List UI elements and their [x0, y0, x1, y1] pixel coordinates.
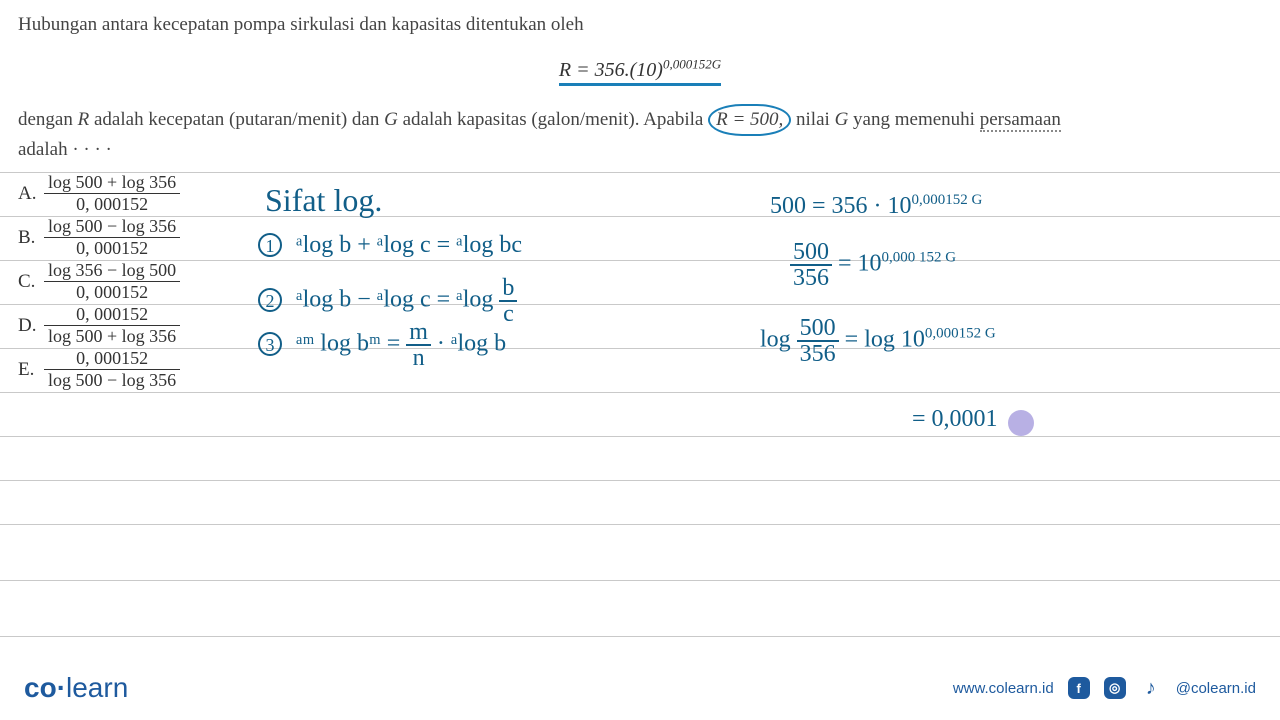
formula-eq: =: [571, 59, 595, 81]
w3-exp: 0,000152 G: [925, 326, 996, 342]
optD-den: log 500 + log 356: [44, 326, 180, 347]
option-label-C: C.: [18, 271, 44, 293]
optC-den: 0, 000152: [44, 282, 180, 303]
main-formula: R = 356.(10)0,000152G: [18, 56, 1262, 82]
w3-eq: = log 10: [839, 327, 925, 353]
q2-b: adalah kecepatan (putaran/menit) dan: [89, 109, 384, 130]
rule3-lhs: ᵃᵐ log bᵐ =: [296, 331, 406, 357]
rule2-text: ᵃlog b − ᵃlog c = ᵃlog: [296, 287, 499, 313]
circled-1-icon: 1: [258, 233, 282, 257]
optA-den: 0, 000152: [44, 194, 180, 215]
hand-rule-2: 2 ᵃlog b − ᵃlog c = ᵃlog bc: [258, 276, 517, 326]
work-line-1: 500 = 356 · 100,000152 G: [770, 192, 982, 220]
brand-logo: co·learn: [24, 672, 128, 704]
w1-lhs: 500: [770, 193, 806, 219]
logo-dot: ·: [57, 672, 66, 703]
option-E[interactable]: E. 0, 000152log 500 − log 356: [18, 349, 1280, 391]
w2-d: 356: [790, 266, 832, 290]
w2-exp: 0,000 152 G: [882, 250, 957, 266]
option-label-D: D.: [18, 315, 44, 337]
options-list: A. log 500 + log 3560, 000152 B. log 500…: [0, 173, 1280, 391]
rule3-rhs: · ᵃlog b: [431, 331, 506, 357]
optE-den: log 500 − log 356: [44, 370, 180, 391]
option-label-B: B.: [18, 227, 44, 249]
formula-exp: 0,000152G: [663, 56, 721, 71]
optB-num: log 500 − log 356: [44, 216, 180, 238]
w3-lhs: log: [760, 327, 797, 353]
logo-co: co: [24, 672, 57, 703]
hand-rule-3: 3 ᵃᵐ log bᵐ = mn · ᵃlog b: [258, 320, 506, 370]
question-line-2: dengan R adalah kecepatan (putaran/menit…: [18, 104, 1262, 137]
option-A[interactable]: A. log 500 + log 3560, 000152: [18, 173, 1280, 215]
tiktok-icon[interactable]: ♪: [1140, 677, 1162, 699]
option-D[interactable]: D. 0, 000152log 500 + log 356: [18, 305, 1280, 347]
formula-base: 356.(10): [595, 59, 663, 81]
q2-e: yang memenuhi: [848, 109, 979, 130]
w2-n: 500: [790, 240, 832, 266]
q2-pers: persamaan: [980, 109, 1061, 132]
optB-den: 0, 000152: [44, 238, 180, 259]
question-line-1: Hubungan antara kecepatan pompa sirkulas…: [18, 14, 1262, 36]
hand-rule-1: 1 ᵃlog b + ᵃlog c = ᵃlog bc: [258, 232, 522, 259]
option-B[interactable]: B. log 500 − log 3560, 000152: [18, 217, 1280, 259]
q2-circ: R = 500,: [716, 109, 783, 130]
w1-exp: 0,000152 G: [912, 192, 983, 208]
work-line-4: = 0,0001: [912, 406, 998, 433]
circled-2-icon: 2: [258, 288, 282, 312]
q2-c: adalah kapasitas (galon/menit). Apabila: [398, 109, 708, 130]
optE-num: 0, 000152: [44, 348, 180, 370]
w2-eq: = 10: [832, 251, 882, 277]
work-line-2: 500356 = 100,000 152 G: [790, 240, 956, 290]
footer: co·learn www.colearn.id f ◎ ♪ @colearn.i…: [24, 672, 1256, 704]
facebook-icon[interactable]: f: [1068, 677, 1090, 699]
logo-learn: learn: [66, 672, 128, 703]
work-line-3: log 500356 = log 100,000152 G: [760, 316, 996, 366]
rule3-n: m: [406, 320, 431, 346]
rule2-n: b: [499, 276, 517, 302]
q2-a: dengan: [18, 109, 78, 130]
q2-R: R: [78, 109, 90, 130]
circled-3-icon: 3: [258, 332, 282, 356]
optA-num: log 500 + log 356: [44, 172, 180, 194]
formula-R: R: [559, 59, 571, 81]
q2-G: G: [384, 109, 398, 130]
q2-G2: G: [835, 109, 849, 130]
w1-eq: = 356 · 10: [806, 193, 912, 219]
hand-title: Sifat log.: [265, 182, 382, 219]
optC-num: log 356 − log 500: [44, 260, 180, 282]
w3-n: 500: [797, 316, 839, 342]
q2-d: nilai: [791, 109, 834, 130]
option-label-E: E.: [18, 359, 44, 381]
option-label-A: A.: [18, 183, 44, 205]
w3-d: 356: [797, 342, 839, 366]
cursor-indicator: [1008, 410, 1034, 436]
rule1-text: ᵃlog b + ᵃlog c = ᵃlog bc: [296, 232, 522, 258]
rule3-d: n: [406, 346, 431, 370]
footer-right: www.colearn.id f ◎ ♪ @colearn.id: [953, 677, 1256, 699]
question-line-3: adalah · · · ·: [18, 136, 1262, 165]
footer-handle: @colearn.id: [1176, 680, 1256, 697]
footer-url[interactable]: www.colearn.id: [953, 680, 1054, 697]
circled-condition: R = 500,: [708, 104, 791, 137]
instagram-icon[interactable]: ◎: [1104, 677, 1126, 699]
option-C[interactable]: C. log 356 − log 5000, 000152: [18, 261, 1280, 303]
optD-num: 0, 000152: [44, 304, 180, 326]
